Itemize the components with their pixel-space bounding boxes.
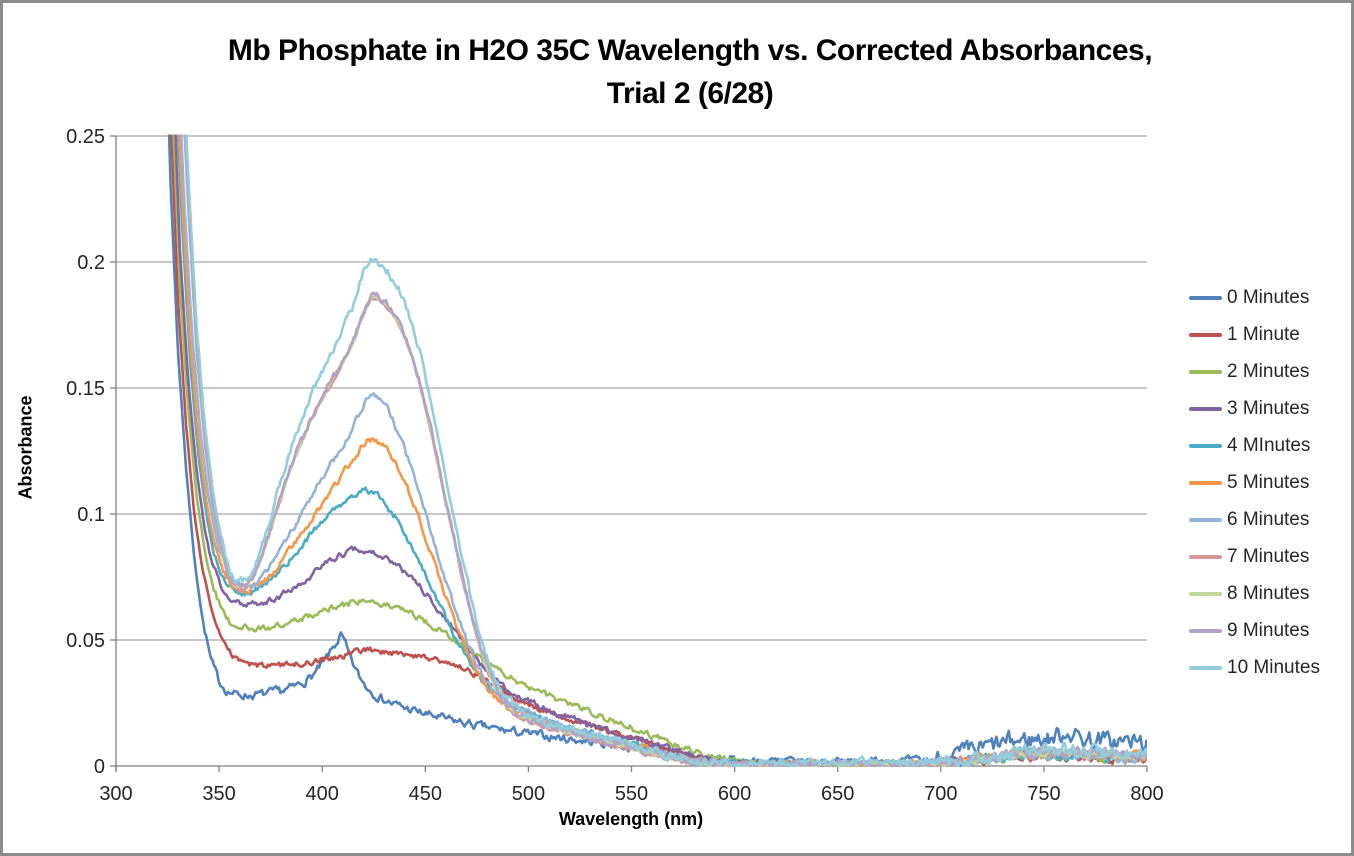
y-tick-label-0: 0 xyxy=(94,756,105,778)
legend-swatch-icon xyxy=(1189,518,1222,522)
y-tick-label-0.1: 0.1 xyxy=(77,504,105,526)
x-tick-label-750: 750 xyxy=(1027,783,1060,805)
spectra-plot: 300 350 400 450 500 550 600 650 700 750 800 0 0.05 0.… xyxy=(66,126,1164,805)
legend-label: 1 Minute xyxy=(1227,324,1300,345)
legend-label: 3 Minutes xyxy=(1227,398,1310,419)
legend-label: 6 Minutes xyxy=(1227,509,1310,530)
legend-label: 7 Minutes xyxy=(1227,546,1310,567)
series-line-0-minutes xyxy=(167,134,1147,767)
series-line-1-minute xyxy=(170,134,1147,767)
x-tick-label-550: 550 xyxy=(615,783,648,805)
legend-swatch-icon xyxy=(1189,333,1222,337)
x-tick-label-350: 350 xyxy=(202,783,235,805)
chart-title-line-1: Mb Phosphate in H2O 35C Wavelength vs. C… xyxy=(227,34,1153,67)
series-line-10-minutes xyxy=(185,134,1147,767)
x-tick-label-400: 400 xyxy=(306,783,339,805)
legend-item-0-minutes: 0 Minutes xyxy=(1189,286,1320,310)
legend-swatch-icon xyxy=(1189,481,1222,485)
x-tick-label-450: 450 xyxy=(409,783,442,805)
legend-label: 5 Minutes xyxy=(1227,472,1310,493)
x-axis-title: Wavelength (nm) xyxy=(558,809,704,829)
series-line-7-minutes xyxy=(183,134,1147,767)
legend-item-10-minutes: 10 Minutes xyxy=(1189,656,1320,680)
legend-item-2-minutes: 2 Minutes xyxy=(1189,360,1320,384)
series-group xyxy=(167,134,1147,767)
legend-item-1-minute: 1 Minute xyxy=(1189,323,1320,347)
x-tick-label-500: 500 xyxy=(512,783,545,805)
series-line-5-minutes xyxy=(177,134,1147,767)
legend-label: 9 Minutes xyxy=(1227,620,1310,641)
chart-title-line-2: Trial 2 (6/28) xyxy=(606,77,774,110)
legend-swatch-icon xyxy=(1189,555,1222,559)
legend-item-5-minutes: 5 Minutes xyxy=(1189,471,1320,495)
x-tick-label-700: 700 xyxy=(924,783,957,805)
series-line-8-minutes xyxy=(183,134,1147,767)
x-tick-label-600: 600 xyxy=(718,783,751,805)
series-line-2-minutes xyxy=(172,134,1147,767)
legend: 0 Minutes 1 Minute 2 Minutes 3 Minutes 4 MIn… xyxy=(1189,286,1320,693)
x-tick-label-650: 650 xyxy=(821,783,854,805)
x-tick-label-800: 800 xyxy=(1130,783,1163,805)
y-tick-label-0.25: 0.25 xyxy=(66,126,105,148)
series-line-3-minutes xyxy=(174,134,1147,767)
legend-item-4-minutes: 4 MInutes xyxy=(1189,434,1320,458)
y-tick-label-0.2: 0.2 xyxy=(77,252,105,274)
legend-swatch-icon xyxy=(1189,296,1222,300)
legend-swatch-icon xyxy=(1189,629,1222,633)
y-tick-label-0.15: 0.15 xyxy=(66,378,105,400)
legend-item-8-minutes: 8 Minutes xyxy=(1189,582,1320,606)
legend-label: 0 Minutes xyxy=(1227,287,1310,308)
legend-item-3-minutes: 3 Minutes xyxy=(1189,397,1320,421)
legend-label: 4 MInutes xyxy=(1227,435,1311,456)
legend-label: 10 Minutes xyxy=(1227,657,1320,678)
legend-label: 8 Minutes xyxy=(1227,583,1310,604)
legend-swatch-icon xyxy=(1189,666,1222,670)
legend-swatch-icon xyxy=(1189,407,1222,411)
legend-item-9-minutes: 9 Minutes xyxy=(1189,619,1320,643)
y-tick-label-0.05: 0.05 xyxy=(66,630,105,652)
legend-swatch-icon xyxy=(1189,444,1222,448)
series-line-6-minutes xyxy=(179,134,1147,767)
x-tick-label-300: 300 xyxy=(99,783,132,805)
legend-swatch-icon xyxy=(1189,370,1222,374)
legend-label: 2 Minutes xyxy=(1227,361,1310,382)
series-line-9-minutes xyxy=(183,134,1147,767)
legend-item-6-minutes: 6 Minutes xyxy=(1189,508,1320,532)
legend-swatch-icon xyxy=(1189,592,1222,596)
chart-title: Mb Phosphate in H2O 35C Wavelength vs. C… xyxy=(29,29,1351,115)
legend-item-7-minutes: 7 Minutes xyxy=(1189,545,1320,569)
series-line-4-minutes xyxy=(176,134,1147,767)
